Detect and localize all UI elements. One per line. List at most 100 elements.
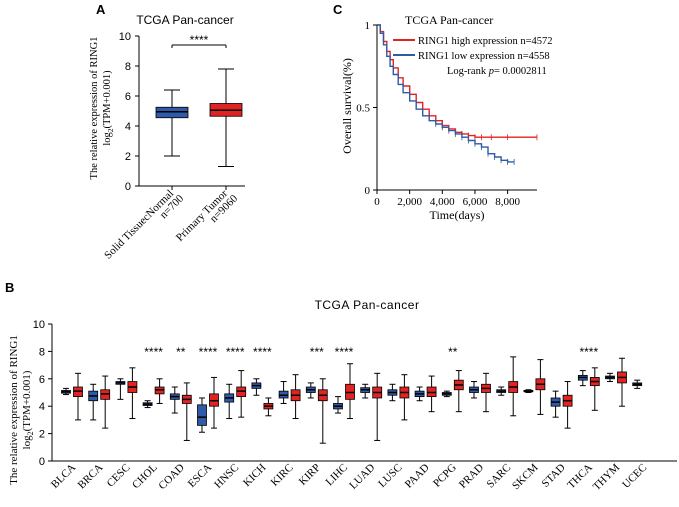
panel-b-box-kich-normal [251, 378, 262, 396]
panel-b-box-kirp-tumor [317, 378, 328, 444]
panel-c-xtick-label: 8,000 [495, 196, 520, 208]
panel-b-box-sarc-tumor [508, 356, 519, 417]
panel-b-box-coad-normal [169, 386, 180, 414]
panel-b-sig-esca: **** [199, 345, 218, 359]
panel-c-legend: RING1 high expression n=4572 RING1 low e… [393, 36, 553, 77]
panel-b-ylabel: The relative expression of RING1 log2(TP… [8, 335, 35, 485]
panel-a-ytick-label: 4 [125, 121, 131, 133]
panel-letter-b: B [5, 280, 14, 295]
panel-b-ytick-label: 6 [39, 374, 45, 386]
panel-c-xtick-label: 2,000 [397, 196, 422, 208]
panel-a-box-tumor [209, 68, 243, 167]
panel-b-box-blca-normal [61, 387, 71, 396]
panel-b-xtick-label-hnsc: HNSC [212, 462, 241, 491]
panel-b-box-cesc-tumor [127, 367, 138, 420]
panel-b-box-lihc-normal [333, 396, 343, 414]
panel-b-sig-thca: **** [579, 345, 598, 359]
panel-b-xtick-label-prad: PRAD [457, 462, 486, 491]
panel-b-xtick-label-pcpg: PCPG [431, 462, 459, 490]
panel-a-ytick-label: 8 [125, 61, 131, 73]
panel-c-ytick-label: 0 [365, 185, 371, 197]
panel-b-xtick-label-skcm: SKCM [510, 461, 541, 492]
panel-b-box-lusc-normal [387, 383, 398, 402]
panel-a-ylabel: The relative expression of RING1 log2(TP… [89, 37, 115, 180]
panel-b-box-paad-tumor [426, 375, 437, 413]
panel-a-ytick-label: 2 [125, 151, 131, 163]
panel-b-xtick-label-sarc: SARC [485, 462, 514, 491]
panel-a-ytick-label: 0 [125, 181, 131, 193]
panel-b-xtick-label-paad: PAAD [403, 462, 432, 491]
panel-b-box-ucec-normal [632, 379, 643, 389]
panel-b-box-thym-tumor [617, 357, 627, 407]
panel-letter-c: C [333, 2, 343, 17]
panel-b-box-skcm-tumor [535, 359, 546, 415]
panel-b-ytick-label: 10 [33, 319, 45, 331]
panel-b-box-pcpg-normal [441, 390, 452, 398]
panel-b-xtick-label-kich: KICH [241, 462, 269, 490]
panel-b-xtick-label-brca: BRCA [76, 462, 106, 492]
panel-b-sig-pcpg: ** [448, 345, 458, 359]
panel-a-ylabel-line2: log2(TPM+0.001) [102, 70, 115, 146]
panel-b-box-kirp-normal [305, 382, 316, 399]
panel-b-box-esca-normal-iqr [197, 404, 207, 426]
panel-b-sig-coad: ** [176, 345, 186, 359]
panel-b-box-kirc-normal [278, 381, 289, 404]
panel-b-box-luad-tumor [372, 372, 383, 441]
panel-b-ytick-label: 4 [39, 401, 45, 413]
panel-b-xtick-label-coad: COAD [156, 462, 187, 493]
panel-b-ylabel-line1: The relative expression of RING1 [8, 335, 20, 485]
panel-b-xtick-label-luad: LUAD [347, 462, 377, 492]
panel-b-box-paad-normal [414, 386, 425, 402]
panel-b-box-lusc-tumor [399, 374, 410, 421]
panel-a-ytick-label: 6 [125, 91, 131, 103]
panel-b-xtick-label-kirc: KIRC [269, 462, 296, 489]
panel-a-xtick-label: Solid TissuecNormal [102, 188, 176, 262]
panel-b-sig-kirp: *** [310, 345, 324, 359]
panel-b: TCGA Pan-cancer The relative expression … [8, 298, 677, 493]
panel-b-xtick-label-thca: THCA [565, 462, 595, 492]
panel-c-xtick-label: 0 [374, 196, 380, 208]
panel-c-title: TCGA Pan-cancer [405, 13, 493, 27]
panel-a-sig-bracket [171, 44, 227, 48]
panel-b-box-sarc-normal [496, 386, 507, 396]
panel-b-box-hnsc-tumor [236, 370, 247, 418]
panel-b-xtick-label-cesc: CESC [105, 462, 133, 490]
panel-c: TCGA Pan-cancer Overall survival(%) 0 0.5… [340, 13, 553, 222]
panel-b-box-pcpg-tumor [453, 370, 464, 413]
panel-c-ylabel: Overall survival(%) [340, 58, 354, 154]
panel-b-box-chol-normal [142, 400, 153, 409]
panel-b-box-thca-normal [577, 370, 588, 387]
panel-b-box-luad-normal [360, 383, 371, 399]
panel-b-ytick-label: 2 [39, 429, 45, 441]
panel-a-ylabel-line1: The relative expression of RING1 [89, 37, 100, 180]
panel-c-ytick-label: 0.5 [356, 103, 370, 115]
panel-b-box-kirc-tumor [290, 374, 301, 420]
panel-b-box-skcm-normal [523, 389, 534, 393]
panel-c-xtick-label: 4,000 [430, 196, 455, 208]
panel-b-ylabel-line2: log2(TPM+0.001) [21, 370, 35, 449]
panel-b-box-stad-tumor [562, 381, 573, 429]
panel-b-box-thca-tumor [589, 367, 600, 411]
panel-b-title: TCGA Pan-cancer [315, 298, 420, 312]
panel-b-xtick-label-stad: STAD [540, 462, 568, 490]
panel-b-ytick-label: 8 [39, 346, 45, 358]
panel-c-xlabel: Time(days) [430, 208, 485, 222]
panel-c-xtick-label: 6,000 [463, 196, 488, 208]
panel-b-box-lihc-tumor [345, 363, 355, 420]
logrank-label: Log-rank p= 0.0002811 [447, 66, 547, 77]
panel-b-xtick-label-esca: ESCA [186, 462, 214, 490]
panel-b-box-kich-tumor [263, 397, 274, 417]
panel-b-ytick-label: 0 [39, 456, 45, 468]
panel-b-box-stad-normal [550, 390, 561, 418]
panel-b-xtick-label-chol: CHOL [130, 461, 160, 491]
panel-b-xtick-label-kirp: KIRP [297, 462, 323, 488]
panel-a-title: TCGA Pan-cancer [136, 13, 233, 27]
panel-b-xtick-label-thym: THYM [591, 461, 623, 493]
panel-b-box-blca-tumor [73, 372, 83, 421]
panel-b-box-prad-tumor [481, 372, 491, 413]
panel-b-xtick-label-lusc: LUSC [376, 462, 404, 490]
panel-c-ytick-label: 1 [365, 20, 371, 32]
panel-b-box-chol-tumor [154, 378, 165, 404]
legend-low-label: RING1 low expression n=4558 [418, 51, 550, 62]
panel-b-sig-chol: **** [144, 345, 163, 359]
